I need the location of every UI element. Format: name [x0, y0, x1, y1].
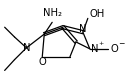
Text: O: O [111, 44, 118, 54]
Text: −: − [119, 39, 125, 48]
Text: N: N [91, 44, 98, 54]
Text: +: + [99, 41, 104, 46]
Text: OH: OH [90, 9, 105, 19]
Text: NH₂: NH₂ [43, 8, 62, 18]
Text: N: N [23, 43, 30, 53]
Text: N: N [79, 24, 87, 34]
Text: O: O [38, 57, 46, 67]
